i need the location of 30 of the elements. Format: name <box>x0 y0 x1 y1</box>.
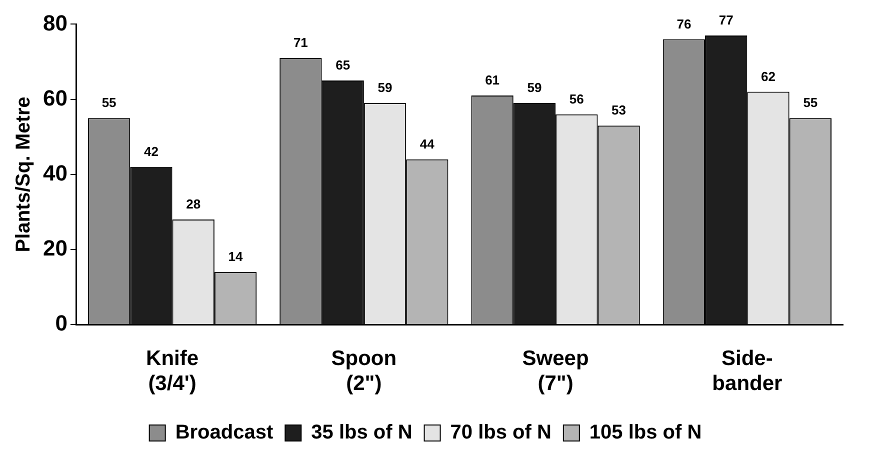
y-axis-title: Plants/Sq. Metre <box>12 96 35 252</box>
y-tick-label: 60 <box>42 85 68 110</box>
y-tick-label: 0 <box>55 310 68 336</box>
data-label: 77 <box>718 12 734 28</box>
data-label: 65 <box>336 58 350 73</box>
x-tick-label: Sweep (7") <box>522 346 589 396</box>
data-label: 61 <box>485 72 500 88</box>
data-label: 55 <box>803 95 818 110</box>
data-label: 62 <box>761 68 776 84</box>
y-tick-label: 80 <box>42 10 68 36</box>
y-tick-label: 20 <box>42 236 68 261</box>
data-label: 14 <box>228 249 244 264</box>
data-label: 56 <box>569 91 584 106</box>
legend-label: 70 lbs of N <box>450 422 552 444</box>
data-label: 59 <box>527 80 542 96</box>
x-tick-label: Spoon (2") <box>331 346 397 396</box>
data-label: 53 <box>612 102 626 118</box>
legend-label: 35 lbs of N <box>311 422 412 444</box>
x-tick-label: Side-bander <box>712 346 782 396</box>
data-label: 42 <box>144 144 158 159</box>
y-tick-label: 40 <box>42 160 68 186</box>
data-label: 71 <box>293 35 308 50</box>
data-label: 59 <box>378 80 392 96</box>
legend-label: 105 lbs of N <box>589 422 702 444</box>
legend-label: Broadcast <box>175 422 274 444</box>
data-label: 28 <box>186 196 201 212</box>
x-tick-label: Knife (3/4') <box>146 346 199 396</box>
data-label: 55 <box>102 95 116 110</box>
data-label: 44 <box>420 136 436 152</box>
data-label: 76 <box>676 16 692 32</box>
